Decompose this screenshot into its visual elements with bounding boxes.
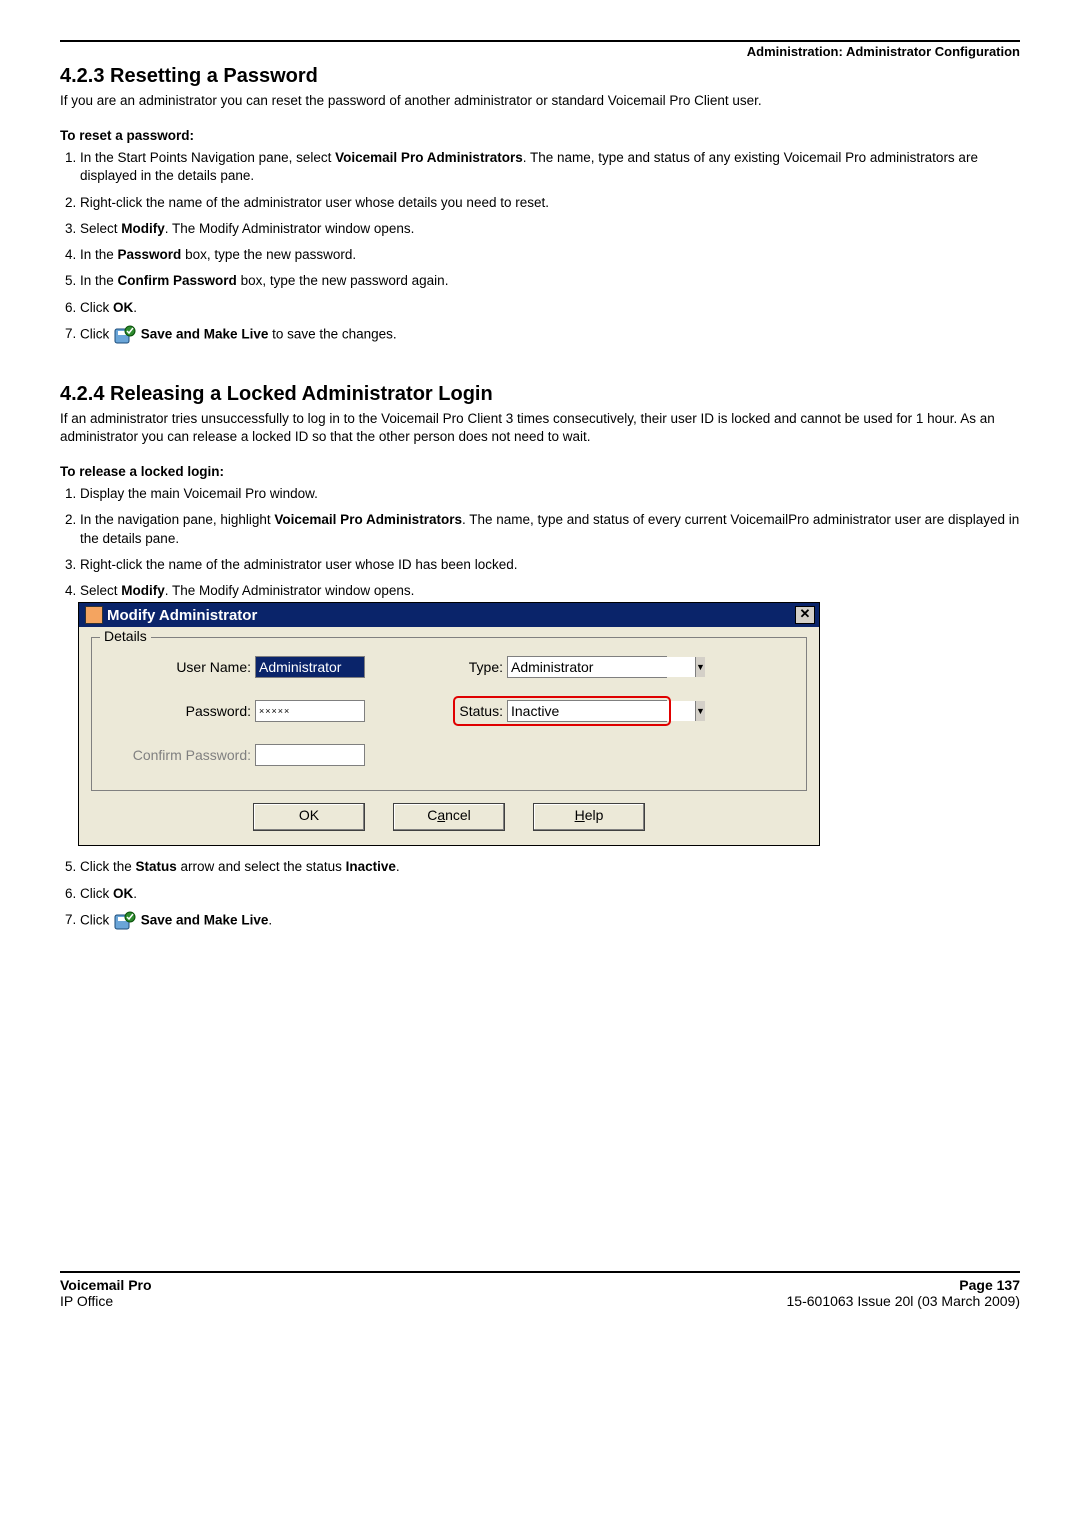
footer-product: Voicemail Pro bbox=[60, 1277, 152, 1293]
section-1-intro: If you are an administrator you can rese… bbox=[60, 92, 1020, 110]
s1-step-1: In the Start Points Navigation pane, sel… bbox=[80, 149, 1020, 185]
s2-step-7: Click Save and Make Live. bbox=[80, 911, 1020, 931]
fieldset-legend: Details bbox=[100, 628, 151, 644]
save-make-live-icon bbox=[113, 911, 137, 931]
status-highlight: Status: ▼ bbox=[455, 698, 669, 724]
confirm-password-input[interactable] bbox=[255, 744, 365, 766]
s1-step-7: Click Save and Make Live to save the cha… bbox=[80, 325, 1020, 345]
details-fieldset: Details User Name: Type: ▼ Password: bbox=[91, 637, 807, 791]
confirm-password-label: Confirm Password: bbox=[118, 747, 251, 763]
page-footer: Voicemail Pro IP Office Page 137 15-6010… bbox=[60, 1271, 1020, 1309]
s2-step-1: Display the main Voicemail Pro window. bbox=[80, 485, 1020, 503]
dialog-app-icon bbox=[85, 606, 103, 624]
ok-button[interactable]: OK bbox=[253, 803, 365, 831]
chevron-down-icon[interactable]: ▼ bbox=[695, 657, 705, 677]
username-input[interactable] bbox=[255, 656, 365, 678]
footer-page: Page 137 bbox=[787, 1277, 1020, 1293]
status-label: Status: bbox=[457, 703, 503, 719]
cancel-button[interactable]: Cancel bbox=[393, 803, 505, 831]
s2-step-3: Right-click the name of the administrato… bbox=[80, 556, 1020, 574]
header-breadcrumb: Administration: Administrator Configurat… bbox=[60, 44, 1020, 59]
status-select[interactable]: ▼ bbox=[507, 700, 667, 722]
s2-step-4: Select Modify. The Modify Administrator … bbox=[80, 582, 1020, 600]
password-input[interactable] bbox=[255, 700, 365, 722]
username-label: User Name: bbox=[166, 659, 251, 675]
dialog-title-text: Modify Administrator bbox=[107, 607, 257, 624]
section-1-title: 4.2.3 Resetting a Password bbox=[60, 65, 1020, 88]
section-2-subhead: To release a locked login: bbox=[60, 464, 1020, 479]
modify-administrator-dialog: Modify Administrator ✕ Details User Name… bbox=[78, 602, 820, 846]
s1-step-5: In the Confirm Password box, type the ne… bbox=[80, 272, 1020, 290]
s2-step-2: In the navigation pane, highlight Voicem… bbox=[80, 511, 1020, 547]
footer-issue: 15-601063 Issue 20l (03 March 2009) bbox=[787, 1293, 1020, 1309]
s2-step-6: Click OK. bbox=[80, 885, 1020, 903]
dialog-titlebar: Modify Administrator ✕ bbox=[79, 603, 819, 627]
s2-step-5: Click the Status arrow and select the st… bbox=[80, 858, 1020, 876]
help-button[interactable]: Help bbox=[533, 803, 645, 831]
s1-step-6: Click OK. bbox=[80, 299, 1020, 317]
s1-step-2: Right-click the name of the administrato… bbox=[80, 194, 1020, 212]
save-make-live-icon bbox=[113, 325, 137, 345]
section-2-title: 4.2.4 Releasing a Locked Administrator L… bbox=[60, 383, 1020, 406]
header-rule bbox=[60, 40, 1020, 42]
section-2-intro: If an administrator tries unsuccessfully… bbox=[60, 410, 1020, 446]
type-select[interactable]: ▼ bbox=[507, 656, 667, 678]
s1-step-4: In the Password box, type the new passwo… bbox=[80, 246, 1020, 264]
password-label: Password: bbox=[166, 703, 251, 719]
dialog-close-button[interactable]: ✕ bbox=[795, 606, 815, 624]
footer-platform: IP Office bbox=[60, 1293, 152, 1309]
type-label: Type: bbox=[463, 659, 503, 675]
chevron-down-icon[interactable]: ▼ bbox=[695, 701, 705, 721]
section-1-subhead: To reset a password: bbox=[60, 128, 1020, 143]
s1-step-3: Select Modify. The Modify Administrator … bbox=[80, 220, 1020, 238]
